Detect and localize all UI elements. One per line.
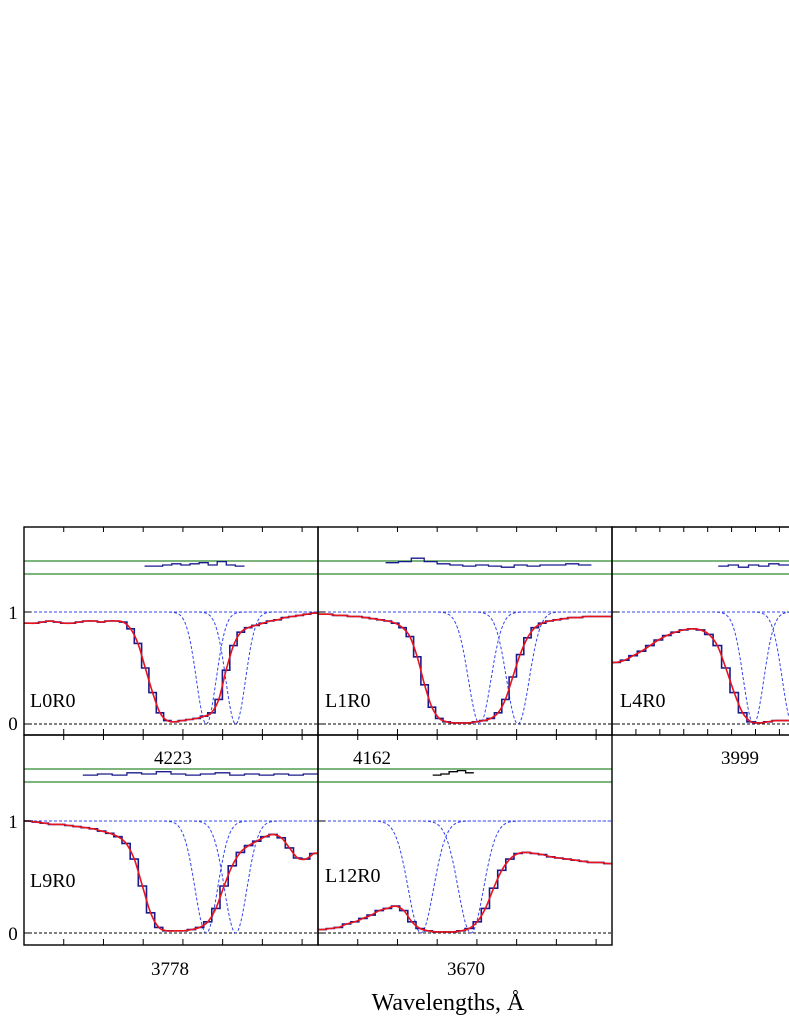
y-tick-label-top-1: 1: [8, 603, 18, 624]
fit-profile-l1r0: [318, 613, 612, 724]
fit-profile-l12r0: [317, 851, 613, 933]
y-tick-label-bottom-1: 1: [8, 812, 18, 833]
residual-trace-l0r0: [144, 560, 245, 567]
x-axis-label: Wavelengths, Å: [372, 990, 525, 1016]
panel-label-l12r0: L12R0: [325, 865, 381, 887]
component-profile-l9r0-2: [24, 820, 318, 934]
panels-layer: [23, 526, 789, 946]
x-tick-label-3999: 3999: [721, 748, 759, 769]
residual-trace-l12r0: [432, 769, 474, 776]
panel-frame-l12r0: [317, 734, 613, 946]
residual-trace-l4r0: [718, 563, 789, 568]
component-profile-l9r0-1: [24, 820, 318, 934]
x-tick-label-4223: 4223: [154, 748, 192, 769]
panel-label-l4r0: L4R0: [620, 690, 666, 712]
component-profile-l1r0-2: [318, 611, 612, 725]
residual-trace-l9r0: [82, 771, 318, 776]
panel-label-l0r0: L0R0: [30, 690, 76, 712]
panel-frame-l4r0: [611, 526, 789, 736]
x-tick-label-3670: 3670: [447, 959, 485, 980]
fit-profile-l0r0: [24, 612, 319, 723]
fit-profile-l9r0: [23, 820, 319, 932]
y-tick-label-bottom-0: 0: [8, 924, 18, 945]
panel-label-l1r0: L1R0: [325, 690, 371, 712]
panel-label-l9r0: L9R0: [30, 870, 76, 892]
residual-trace-l1r0: [385, 557, 592, 568]
x-tick-label-3778: 3778: [151, 959, 189, 980]
component-profile-l12r0-2: [318, 820, 612, 934]
y-tick-label-top-0: 0: [8, 714, 18, 735]
component-profile-l4r0-2: [612, 611, 789, 718]
component-profile-l0r0-2: [24, 611, 318, 725]
x-tick-label-4162: 4162: [353, 748, 391, 769]
fit-profile-l4r0: [611, 627, 789, 724]
